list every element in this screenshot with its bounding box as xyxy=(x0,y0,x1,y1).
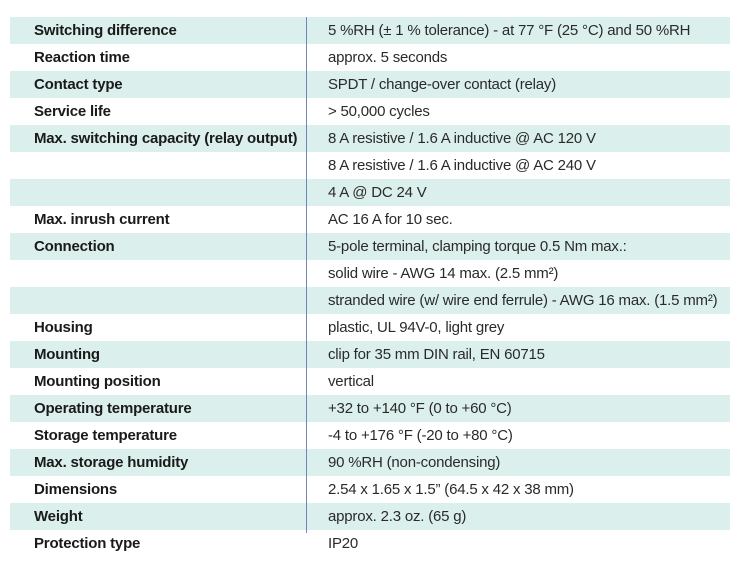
spec-row-service-life: Service life > 50,000 cycles xyxy=(10,98,730,125)
spec-row-dimensions: Dimensions 2.54 x 1.65 x 1.5” (64.5 x 42… xyxy=(10,476,730,503)
spec-label: Contact type xyxy=(34,76,123,93)
spec-label: Weight xyxy=(34,508,83,525)
spec-row-switching-capacity-dc: 4 A @ DC 24 V xyxy=(10,179,730,206)
spec-row-connection: Connection 5-pole terminal, clamping tor… xyxy=(10,233,730,260)
spec-row-mounting: Mounting clip for 35 mm DIN rail, EN 607… xyxy=(10,341,730,368)
spec-row-switching-difference: Switching difference 5 %RH (± 1 % tolera… xyxy=(10,17,730,44)
spec-row-switching-capacity-240v: 8 A resistive / 1.6 A inductive @ AC 240… xyxy=(10,152,730,179)
spec-table: Switching difference 5 %RH (± 1 % tolera… xyxy=(10,17,730,557)
spec-label: Operating temperature xyxy=(34,400,192,417)
spec-value: +32 to +140 °F (0 to +60 °C) xyxy=(328,400,512,417)
spec-label: Switching difference xyxy=(34,22,177,39)
spec-label: Reaction time xyxy=(34,49,130,66)
spec-value: vertical xyxy=(328,373,374,390)
spec-value: > 50,000 cycles xyxy=(328,103,430,120)
spec-value: plastic, UL 94V-0, light grey xyxy=(328,319,505,336)
spec-value: 2.54 x 1.65 x 1.5” (64.5 x 42 x 38 mm) xyxy=(328,481,574,498)
spec-value: 90 %RH (non-condensing) xyxy=(328,454,501,471)
spec-row-connection-solid-wire: solid wire - AWG 14 max. (2.5 mm²) xyxy=(10,260,730,287)
spec-row-housing: Housing plastic, UL 94V-0, light grey xyxy=(10,314,730,341)
spec-value: 8 A resistive / 1.6 A inductive @ AC 240… xyxy=(328,157,596,174)
spec-value: -4 to +176 °F (-20 to +80 °C) xyxy=(328,427,513,444)
spec-row-contact-type: Contact type SPDT / change-over contact … xyxy=(10,71,730,98)
spec-value: SPDT / change-over contact (relay) xyxy=(328,76,557,93)
spec-value: approx. 2.3 oz. (65 g) xyxy=(328,508,467,525)
spec-label: Storage temperature xyxy=(34,427,177,444)
spec-value: clip for 35 mm DIN rail, EN 60715 xyxy=(328,346,545,363)
spec-row-switching-capacity: Max. switching capacity (relay output) 8… xyxy=(10,125,730,152)
spec-row-inrush-current: Max. inrush current AC 16 A for 10 sec. xyxy=(10,206,730,233)
spec-value: solid wire - AWG 14 max. (2.5 mm²) xyxy=(328,265,559,282)
spec-label: Mounting position xyxy=(34,373,161,390)
column-divider xyxy=(306,17,307,533)
spec-value: 8 A resistive / 1.6 A inductive @ AC 120… xyxy=(328,130,596,147)
spec-value: AC 16 A for 10 sec. xyxy=(328,211,453,228)
spec-row-storage-humidity: Max. storage humidity 90 %RH (non-conden… xyxy=(10,449,730,476)
spec-label: Mounting xyxy=(34,346,100,363)
spec-row-protection-type: Protection type IP20 xyxy=(10,530,730,557)
spec-label: Dimensions xyxy=(34,481,118,498)
spec-label: Housing xyxy=(34,319,93,336)
spec-value: 5-pole terminal, clamping torque 0.5 Nm … xyxy=(328,238,627,255)
spec-label: Max. inrush current xyxy=(34,211,170,228)
spec-value: IP20 xyxy=(328,535,359,552)
spec-row-weight: Weight approx. 2.3 oz. (65 g) xyxy=(10,503,730,530)
spec-row-storage-temperature: Storage temperature -4 to +176 °F (-20 t… xyxy=(10,422,730,449)
spec-row-reaction-time: Reaction time approx. 5 seconds xyxy=(10,44,730,71)
spec-value: 4 A @ DC 24 V xyxy=(328,184,427,201)
spec-label: Protection type xyxy=(34,535,141,552)
spec-label: Max. storage humidity xyxy=(34,454,189,471)
spec-value: 5 %RH (± 1 % tolerance) - at 77 °F (25 °… xyxy=(328,22,691,39)
spec-row-connection-stranded-wire: stranded wire (w/ wire end ferrule) - AW… xyxy=(10,287,730,314)
spec-value: stranded wire (w/ wire end ferrule) - AW… xyxy=(328,292,718,309)
spec-value: approx. 5 seconds xyxy=(328,49,448,66)
spec-label: Service life xyxy=(34,103,111,120)
spec-row-mounting-position: Mounting position vertical xyxy=(10,368,730,395)
spec-label: Max. switching capacity (relay output) xyxy=(34,130,298,147)
spec-label: Connection xyxy=(34,238,115,255)
spec-row-operating-temperature: Operating temperature +32 to +140 °F (0 … xyxy=(10,395,730,422)
